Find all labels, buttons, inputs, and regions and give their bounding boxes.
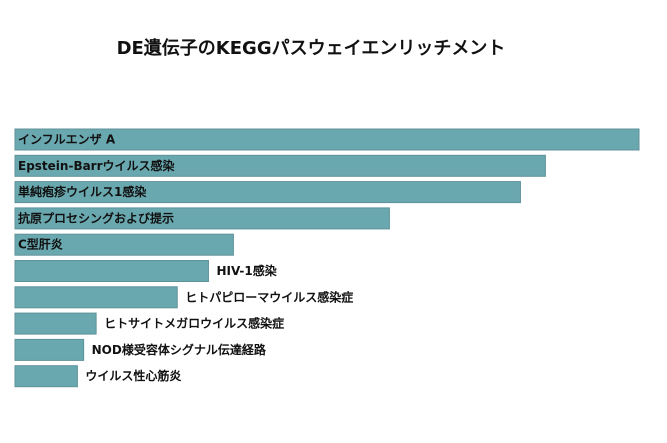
category-label-3: 抗原プロセシングおよび提示 — [18, 210, 174, 225]
bar-3 — [14, 207, 390, 230]
bar-9 — [14, 365, 78, 388]
chart-title: DE遺伝子のKEGGパスウェイエンリッチメント — [116, 38, 506, 59]
category-label-6: ヒトパピローマウイルス感染症 — [185, 289, 353, 304]
category-label-0: インフルエンザ A — [18, 133, 116, 147]
category-label-1: Epstein-Barrウイルス感染 — [18, 158, 176, 173]
category-label-5: HIV-1感染 — [216, 263, 277, 278]
category-label-2: 単純疱疹ウイルス1感染 — [18, 184, 147, 199]
bar-7 — [14, 312, 97, 335]
bar-2 — [14, 181, 521, 204]
bar-6 — [14, 286, 178, 309]
bar-4 — [14, 233, 234, 256]
bar-0 — [14, 128, 640, 151]
category-label-9: ウイルス性心筋炎 — [85, 368, 181, 383]
bar-8 — [14, 338, 85, 361]
bar-1 — [14, 154, 546, 177]
category-label-4: C型肝炎 — [18, 237, 63, 252]
category-label-7: ヒトサイトメガロウイルス感染症 — [104, 316, 284, 331]
category-label-8: NOD様受容体シグナル伝達経路 — [92, 342, 267, 357]
bar-5 — [14, 260, 209, 282]
